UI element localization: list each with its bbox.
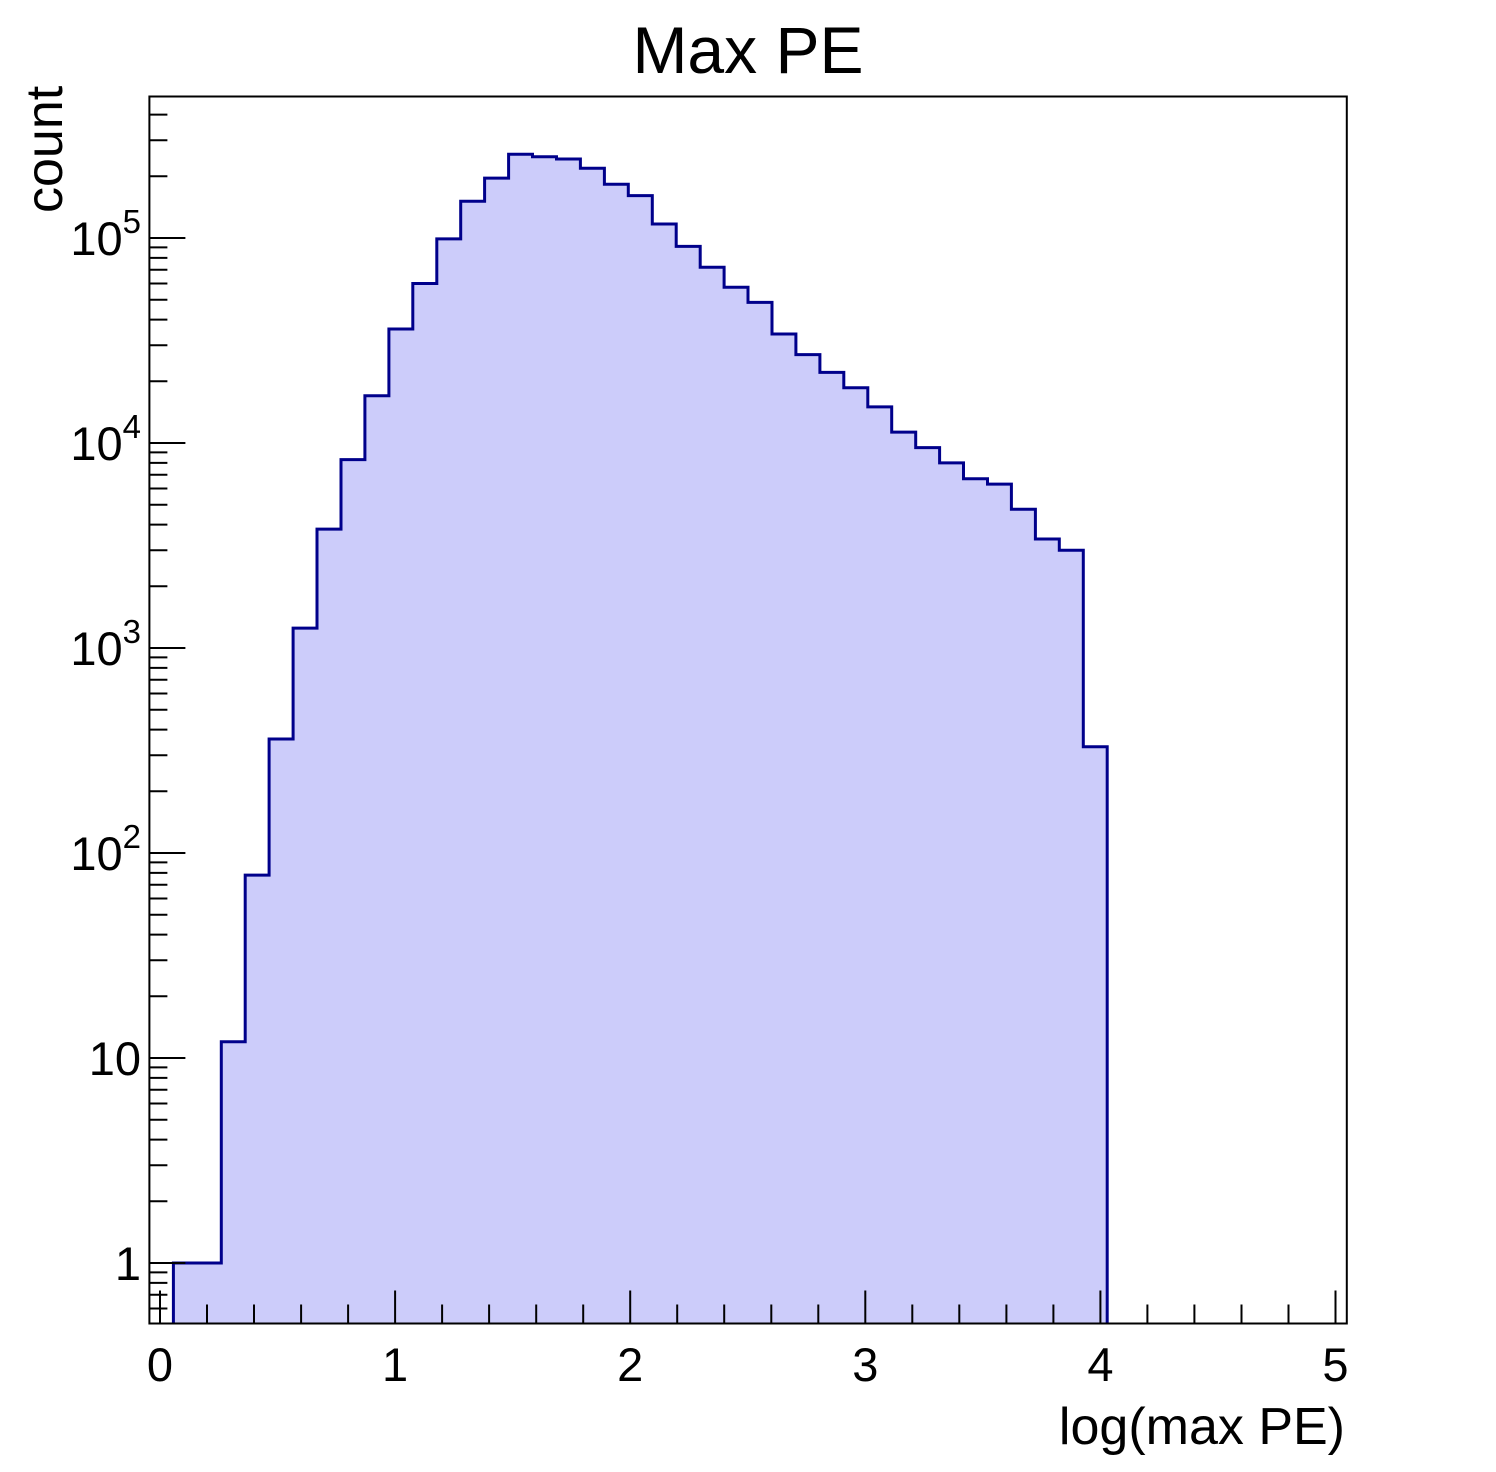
axes	[148, 95, 1348, 1325]
y-axis-title: count	[16, 85, 74, 213]
x-tick-label: 5	[1322, 1338, 1348, 1391]
x-tick-label: 4	[1087, 1338, 1113, 1391]
x-tick-label: 1	[382, 1338, 408, 1391]
y-tick-label: 10	[89, 1032, 141, 1085]
histogram-series	[171, 152, 1109, 1324]
x-tick-label: 2	[617, 1338, 643, 1391]
y-tick-label: 103	[70, 613, 141, 675]
x-tick-label: 0	[147, 1338, 173, 1391]
y-tick-label: 102	[70, 818, 141, 880]
y-tick-label: 105	[70, 203, 141, 265]
y-tick-label: 1	[115, 1237, 141, 1290]
x-axis-title: log(max PE)	[1059, 1398, 1345, 1456]
plot-title: Max PE	[632, 13, 863, 87]
histogram-path	[171, 152, 1109, 1324]
x-tick-label: 3	[852, 1338, 878, 1391]
y-tick-label: 104	[70, 408, 141, 470]
